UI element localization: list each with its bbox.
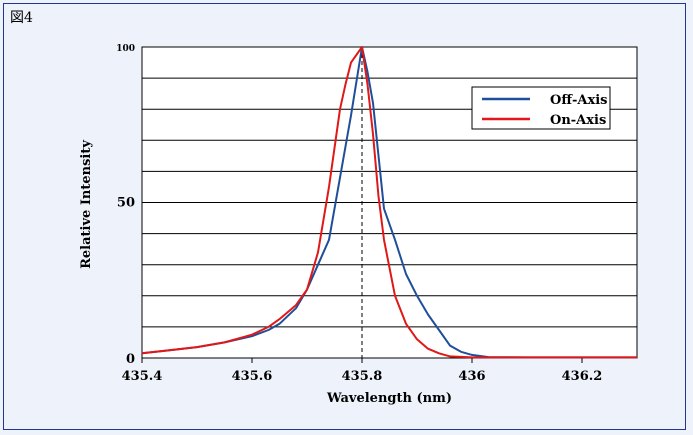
x-tick-label: 435.6 xyxy=(232,369,273,384)
legend-box xyxy=(471,86,611,130)
y-tick-label: 100 xyxy=(116,44,135,54)
x-tick-label: 435.4 xyxy=(122,369,163,384)
series-line-off-axis xyxy=(141,46,637,359)
figure-label: 図4 xyxy=(10,10,33,26)
series-layer xyxy=(141,46,637,359)
legend: Off-Axis On-Axis xyxy=(471,86,611,130)
legend-label-on-axis: On-Axis xyxy=(550,113,606,128)
x-tick-label: 435.8 xyxy=(342,369,383,384)
grid-lines xyxy=(142,77,637,328)
x-tick-label: 436.2 xyxy=(562,369,603,384)
y-axis-title: Relative Intensity xyxy=(79,140,94,269)
y-tick-label: 50 xyxy=(117,196,135,211)
y-tick-label: 0 xyxy=(126,352,135,367)
x-axis-title: Wavelength (nm) xyxy=(326,391,452,406)
legend-label-off-axis: Off-Axis xyxy=(550,93,607,108)
x-tick-label: 436 xyxy=(458,369,485,384)
series-line-on-axis xyxy=(141,46,637,359)
tick-labels: 435.4 435.6 435.8 436 436.2 0 50 100 xyxy=(116,44,602,384)
